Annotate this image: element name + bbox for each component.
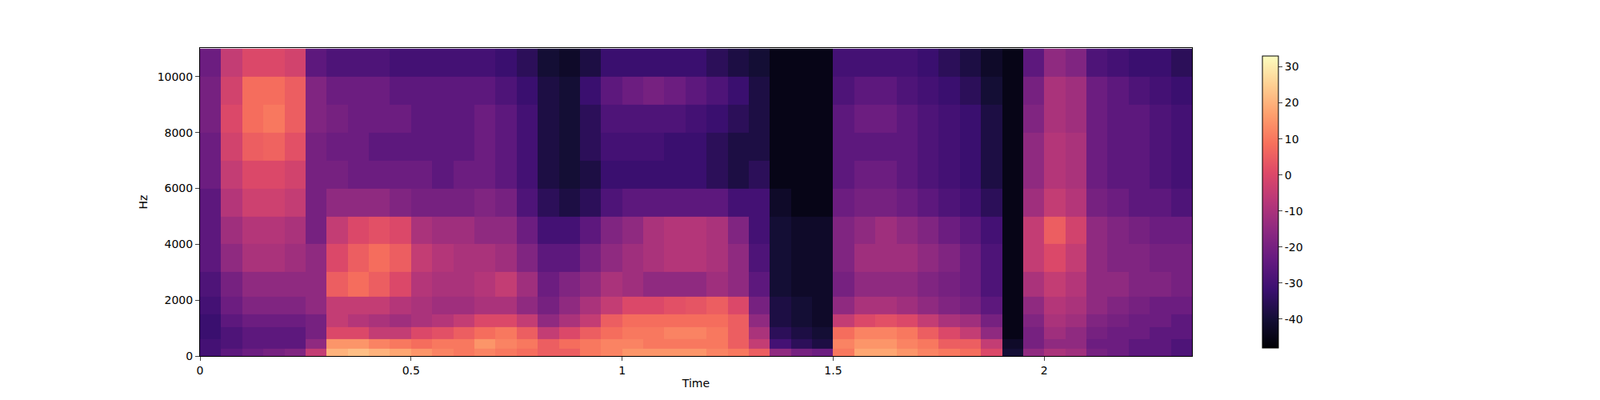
svg-text:10: 10 bbox=[1284, 132, 1300, 146]
svg-text:-40: -40 bbox=[1284, 312, 1304, 326]
svg-text:6000: 6000 bbox=[164, 181, 194, 195]
svg-text:-10: -10 bbox=[1284, 204, 1304, 218]
svg-text:8000: 8000 bbox=[164, 126, 194, 140]
svg-text:0: 0 bbox=[1284, 168, 1292, 182]
svg-text:Time: Time bbox=[681, 376, 710, 390]
svg-text:0: 0 bbox=[196, 364, 204, 377]
svg-text:2000: 2000 bbox=[164, 293, 194, 307]
svg-text:10000: 10000 bbox=[157, 70, 194, 84]
svg-text:-30: -30 bbox=[1284, 276, 1304, 290]
svg-text:0: 0 bbox=[185, 349, 193, 363]
svg-text:30: 30 bbox=[1284, 60, 1300, 73]
svg-text:Hz: Hz bbox=[136, 195, 150, 210]
svg-text:2: 2 bbox=[1040, 364, 1048, 377]
svg-text:20: 20 bbox=[1284, 96, 1300, 109]
svg-text:0.5: 0.5 bbox=[402, 364, 420, 377]
svg-text:1.5: 1.5 bbox=[824, 364, 842, 377]
svg-text:1: 1 bbox=[618, 364, 626, 377]
svg-text:4000: 4000 bbox=[164, 237, 194, 251]
svg-text:-20: -20 bbox=[1284, 240, 1304, 254]
